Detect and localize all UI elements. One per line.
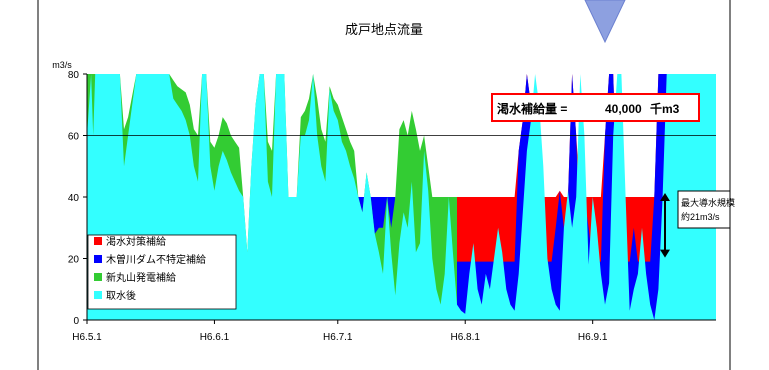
annotation-line2: 約21m3/s (681, 211, 720, 222)
y-tick-label: 40 (68, 193, 80, 204)
x-tick-label: H6.6.1 (200, 332, 230, 343)
x-tick-label: H6.5.1 (72, 332, 102, 343)
pointer-arrow-icon (584, 0, 626, 44)
y-tick-label: 80 (68, 70, 80, 81)
x-tick-label: H6.9.1 (578, 332, 608, 343)
legend-label-drought: 渇水対策補給 (106, 235, 166, 248)
y-tick-label: 20 (68, 255, 80, 266)
x-tick-label: H6.8.1 (450, 332, 480, 343)
callout-unit: 千m3 (650, 101, 680, 116)
y-tick-labels: 0 20 40 60 80 (68, 70, 80, 327)
arrow-up-icon (660, 193, 670, 201)
area-series-after (87, 74, 716, 320)
supply-callout: 渇水補給量 = 40,000 千m3 (491, 93, 700, 122)
callout-label: 渇水補給量 = (497, 101, 567, 116)
legend-label-after: 取水後 (106, 289, 136, 302)
arrow-down-icon (660, 249, 670, 258)
axes (83, 73, 716, 324)
legend-label-kiso: 木曽川ダム不特定補給 (106, 253, 206, 266)
callout-value: 40,000 (605, 102, 642, 116)
legend-box (87, 234, 237, 310)
y-axis-unit: m3/s (52, 60, 72, 70)
x-tick-labels: H6.5.1 H6.6.1 H6.7.1 H6.8.1 H6.9.1 (72, 332, 608, 343)
legend-swatch-drought (94, 237, 102, 245)
legend-swatch-after (94, 291, 102, 299)
callout-box (491, 93, 700, 122)
annotation-line1: 最大導水規模 (681, 197, 735, 208)
y-tick-label: 0 (73, 316, 79, 327)
area-series-kiso (87, 74, 716, 320)
legend-swatch-kiso (94, 255, 102, 263)
annotation-box (677, 190, 731, 229)
x-tick-label: H6.7.1 (323, 332, 353, 343)
chart-title: 成戸地点流量 (345, 22, 423, 37)
y-tick-label: 60 (68, 132, 80, 143)
legend-swatch-shinmaruyama (94, 273, 102, 281)
max-conduit-annotation: 最大導水規模 約21m3/s (660, 190, 735, 258)
legend-label-shinmaruyama: 新丸山発電補給 (106, 271, 176, 284)
